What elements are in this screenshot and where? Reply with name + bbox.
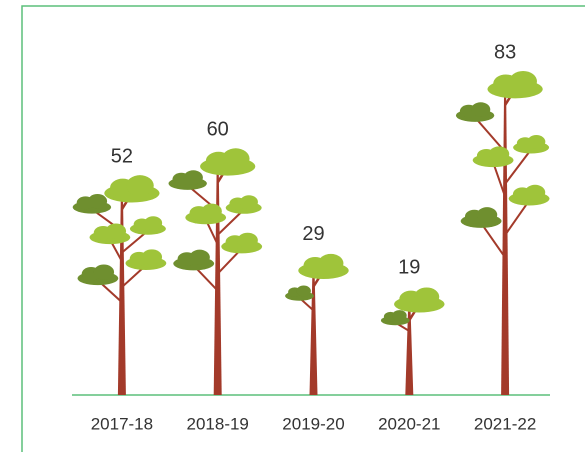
canopy xyxy=(189,249,210,265)
value-label: 83 xyxy=(494,41,516,63)
x-tick-label: 2018-19 xyxy=(187,414,249,433)
canopy xyxy=(488,146,510,162)
value-label: 60 xyxy=(207,119,229,141)
frame xyxy=(21,5,585,452)
canopy xyxy=(471,102,491,117)
canopy xyxy=(476,207,498,223)
branch xyxy=(217,209,245,236)
branch xyxy=(474,116,506,153)
branch xyxy=(504,200,530,236)
x-tick-label: 2017-18 xyxy=(91,414,153,433)
value-label: 52 xyxy=(111,146,133,168)
tree-trunk xyxy=(501,87,510,396)
x-tick-label: 2021-22 xyxy=(474,414,536,433)
canopy xyxy=(201,203,222,219)
value-label: 29 xyxy=(302,223,324,245)
canopy xyxy=(93,264,115,280)
canopy xyxy=(239,195,258,209)
x-tick-label: 2020-21 xyxy=(378,414,440,433)
branch xyxy=(504,148,532,185)
canopy xyxy=(144,216,163,230)
canopy xyxy=(296,285,311,297)
canopy xyxy=(318,253,344,273)
value-label: 19 xyxy=(398,256,420,278)
canopy xyxy=(87,193,108,209)
canopy xyxy=(126,175,154,196)
canopy xyxy=(141,249,163,265)
canopy xyxy=(392,310,407,321)
tree-trunk xyxy=(309,268,318,395)
canopy xyxy=(105,223,127,239)
canopy xyxy=(509,71,537,92)
tree-trunk xyxy=(117,191,126,395)
x-tick-label: 2019-20 xyxy=(282,414,344,433)
canopy xyxy=(183,170,203,185)
canopy xyxy=(527,134,546,149)
tree-trunk xyxy=(213,164,222,395)
canopy xyxy=(414,287,440,307)
canopy xyxy=(221,148,250,169)
branch xyxy=(480,222,506,259)
canopy xyxy=(237,232,258,248)
canopy xyxy=(524,184,546,201)
tree-trunk xyxy=(405,302,414,395)
